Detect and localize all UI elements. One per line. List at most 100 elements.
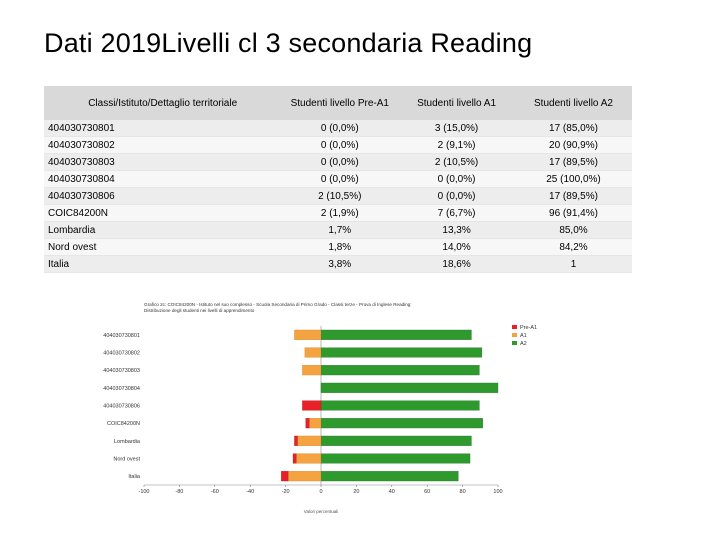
category-label: 404030730802 — [103, 351, 140, 357]
category-label: Nord ovest — [113, 457, 140, 463]
cell-name: 404030730803 — [44, 153, 282, 171]
bar-a1 — [302, 365, 322, 376]
category-label: 404030730803 — [103, 368, 140, 374]
distribution-chart: Grafico 2c: COIC84200N - Istituto nel su… — [103, 302, 537, 514]
bar-pre-a1 — [305, 418, 310, 429]
cell-a1: 0 (0,0%) — [398, 170, 515, 188]
cell-pre-a1: 0 (0,0%) — [281, 120, 399, 137]
cell-a2: 96 (91,4%) — [514, 204, 632, 222]
table-row: 404030730803 0 (0,0%) 2 (10,5%) 17 (89,5… — [44, 153, 632, 171]
page-title: Dati 2019Livelli cl 3 secondaria Reading — [44, 28, 533, 58]
table-row: Italia 3,8% 18,6% 1 — [44, 255, 632, 273]
cell-pre-a1: 0 (0,0%) — [281, 153, 399, 171]
chart-title-line: Distribuzione degli studenti nei livelli… — [144, 308, 255, 313]
table-row: Lombardia 1,7% 13,3% 85,0% — [44, 221, 632, 239]
cell-pre-a1: 1,8% — [281, 238, 399, 256]
chart-title: Grafico 2c: COIC84200N - Istituto nel su… — [144, 302, 412, 313]
chart-title-line: Grafico 2c: COIC84200N - Istituto nel su… — [144, 302, 412, 307]
header-a2: Studenti livello A2 — [514, 86, 632, 120]
cell-name: Nord ovest — [44, 238, 282, 256]
table-row: COIC84200N 2 (1,9%) 7 (6,7%) 96 (91,4%) — [44, 204, 632, 222]
bar-a2 — [320, 347, 483, 358]
cell-pre-a1: 1,7% — [281, 221, 399, 239]
cell-name: 404030730801 — [44, 120, 282, 137]
x-axis-label: Valori percentuali — [304, 509, 338, 514]
category-label: 404030730804 — [103, 386, 140, 392]
x-tick-label: 20 — [353, 489, 359, 495]
cell-a1: 14,0% — [398, 238, 515, 256]
bar-a2 — [320, 382, 499, 393]
bar-pre-a1 — [281, 471, 289, 482]
category-label: 404030730806 — [103, 404, 140, 410]
legend-label: A2 — [520, 341, 527, 347]
legend-label: A1 — [520, 333, 527, 339]
legend-label: Pre-A1 — [520, 325, 537, 331]
cell-a2: 17 (89,5%) — [514, 153, 632, 171]
table-header-row: Classi/Istituto/Dettaglio territoriale S… — [44, 86, 632, 120]
x-tick-label: 100 — [493, 489, 502, 495]
cell-pre-a1: 2 (1,9%) — [281, 204, 399, 222]
cell-pre-a1: 0 (0,0%) — [281, 170, 399, 188]
cell-a1: 2 (10,5%) — [398, 153, 515, 171]
cell-name: 404030730806 — [44, 187, 282, 205]
cell-name: 404030730802 — [44, 136, 282, 154]
table-row: 404030730801 0 (0,0%) 3 (15,0%) 17 (85,0… — [44, 120, 632, 137]
category-label: 404030730801 — [103, 333, 140, 339]
cell-a1: 18,6% — [398, 255, 515, 273]
cell-a2: 25 (100,0%) — [514, 170, 632, 188]
x-tick-label: -60 — [211, 489, 219, 495]
x-tick-label: 0 — [319, 489, 322, 495]
x-tick-label: -40 — [246, 489, 254, 495]
cell-a1: 3 (15,0%) — [398, 120, 515, 137]
cell-a2: 17 (85,0%) — [514, 120, 632, 137]
bar-a1 — [308, 418, 322, 429]
header-pre-a1: Studenti livello Pre-A1 — [281, 86, 399, 120]
chart-container: Grafico 2c: COIC84200N - Istituto nel su… — [88, 298, 548, 520]
bar-a2 — [320, 435, 472, 446]
bar-a1 — [296, 453, 322, 464]
bar-a2 — [320, 471, 459, 482]
cell-pre-a1: 3,8% — [281, 255, 399, 273]
bar-a2 — [320, 365, 480, 376]
x-tick-label: 80 — [460, 489, 466, 495]
table-row: 404030730806 2 (10,5%) 0 (0,0%) 17 (89,5… — [44, 187, 632, 205]
cell-a2: 85,0% — [514, 221, 632, 239]
bar-a1 — [297, 435, 322, 446]
table-row: 404030730804 0 (0,0%) 0 (0,0%) 25 (100,0… — [44, 170, 632, 188]
cell-name: COIC84200N — [44, 204, 282, 222]
x-tick-label: -20 — [282, 489, 290, 495]
bar-pre-a1 — [294, 435, 298, 446]
cell-a1: 7 (6,7%) — [398, 204, 515, 222]
x-tick-label: 60 — [424, 489, 430, 495]
bar-pre-a1 — [302, 400, 322, 411]
cell-a1: 0 (0,0%) — [398, 187, 515, 205]
cell-name: 404030730804 — [44, 170, 282, 188]
cell-a1: 2 (9,1%) — [398, 136, 515, 154]
x-tick-label: 40 — [389, 489, 395, 495]
cell-a2: 84,2% — [514, 238, 632, 256]
x-tick-label: -80 — [175, 489, 183, 495]
category-label: Italia — [128, 474, 141, 480]
cell-pre-a1: 0 (0,0%) — [281, 136, 399, 154]
cell-name: Italia — [44, 255, 282, 273]
bar-a2 — [320, 329, 472, 340]
table-row: 404030730802 0 (0,0%) 2 (9,1%) 20 (90,9%… — [44, 136, 632, 154]
category-label: COIC84200N — [107, 421, 140, 427]
category-label: Lombardia — [114, 439, 141, 445]
legend-swatch — [512, 341, 517, 345]
header-territorio: Classi/Istituto/Dettaglio territoriale — [44, 86, 282, 120]
bar-a2 — [320, 400, 480, 411]
header-a1: Studenti livello A1 — [398, 86, 515, 120]
cell-a2: 17 (89,5%) — [514, 187, 632, 205]
x-tick-label: -100 — [138, 489, 149, 495]
bar-pre-a1 — [292, 453, 297, 464]
cell-a2: 1 — [514, 255, 632, 273]
bar-a1 — [294, 329, 322, 340]
cell-name: Lombardia — [44, 221, 282, 239]
bar-a2 — [320, 418, 483, 429]
results-table: Classi/Istituto/Dettaglio territoriale S… — [44, 86, 632, 273]
bar-a2 — [320, 453, 471, 464]
legend-swatch — [512, 325, 517, 329]
cell-a2: 20 (90,9%) — [514, 136, 632, 154]
cell-a1: 13,3% — [398, 221, 515, 239]
